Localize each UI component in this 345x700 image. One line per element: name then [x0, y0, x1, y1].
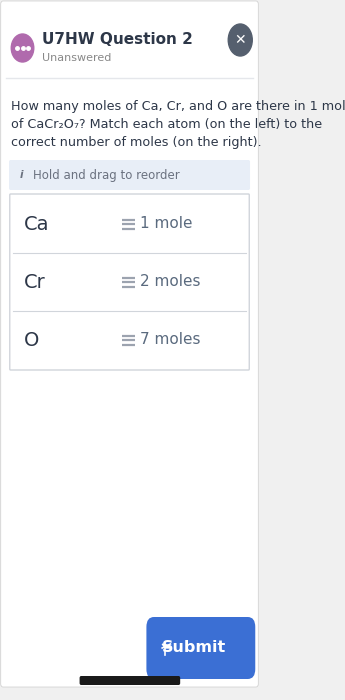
Text: U7HW Question 2: U7HW Question 2 — [42, 32, 193, 48]
FancyBboxPatch shape — [10, 194, 249, 370]
Text: O: O — [24, 330, 39, 349]
Text: of CaCr₂O₇? Match each atom (on the left) to the: of CaCr₂O₇? Match each atom (on the left… — [10, 118, 322, 131]
FancyBboxPatch shape — [9, 160, 250, 190]
Text: ✕: ✕ — [235, 33, 246, 47]
Text: correct number of moles (on the right).: correct number of moles (on the right). — [10, 136, 261, 149]
Text: Hold and drag to reorder: Hold and drag to reorder — [33, 169, 180, 181]
Text: 2 moles: 2 moles — [140, 274, 200, 290]
Text: Unanswered: Unanswered — [42, 53, 111, 63]
Text: Ca: Ca — [24, 214, 50, 234]
FancyBboxPatch shape — [146, 617, 255, 679]
Text: Submit: Submit — [161, 640, 226, 655]
FancyBboxPatch shape — [1, 1, 258, 687]
Text: 1 mole: 1 mole — [140, 216, 192, 232]
Text: 7 moles: 7 moles — [140, 332, 200, 347]
Circle shape — [228, 24, 252, 56]
FancyBboxPatch shape — [80, 676, 180, 685]
Polygon shape — [162, 644, 170, 648]
Text: i: i — [19, 170, 23, 180]
Ellipse shape — [11, 34, 34, 62]
Text: Cr: Cr — [24, 272, 46, 291]
Text: How many moles of Ca, Cr, and O are there in 1 mole: How many moles of Ca, Cr, and O are ther… — [10, 100, 345, 113]
